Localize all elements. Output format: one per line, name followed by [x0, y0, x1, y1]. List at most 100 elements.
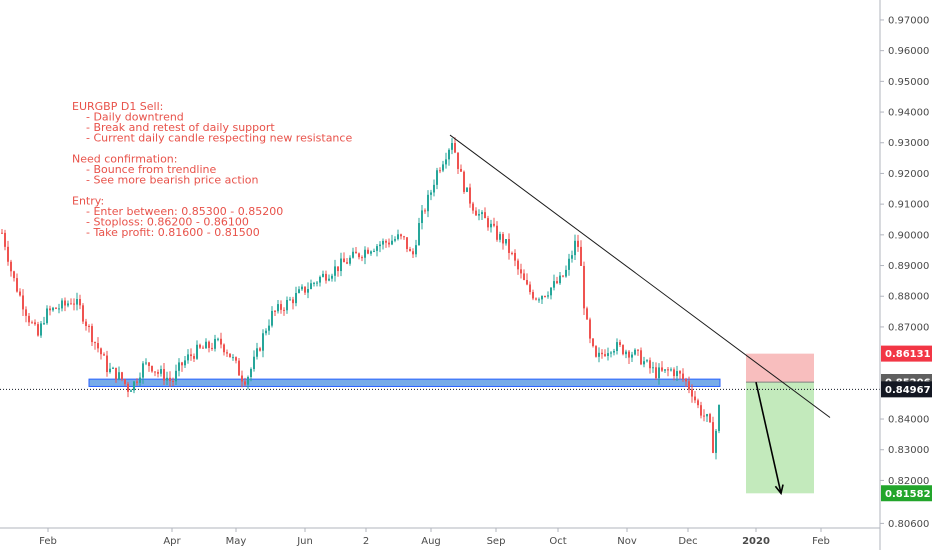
candle-body — [430, 192, 432, 195]
candle-body — [661, 367, 663, 371]
candle-body — [622, 345, 624, 355]
candle-body — [169, 377, 171, 381]
candle-body — [205, 341, 207, 349]
candle-body — [136, 381, 138, 383]
candle-body — [505, 239, 507, 244]
candle-body — [436, 170, 438, 185]
time-tick-label: Sep — [487, 536, 506, 547]
candle-body — [694, 396, 696, 401]
candle-body — [541, 295, 543, 300]
candle-body — [310, 283, 312, 289]
candle-body — [526, 280, 528, 285]
price-badge: 0.86131 — [881, 345, 932, 362]
candle-body — [286, 300, 288, 311]
candle-body — [544, 295, 546, 297]
candle-body — [418, 223, 420, 246]
candle-body — [535, 298, 537, 300]
candle-body — [325, 273, 327, 281]
candle-body — [277, 304, 279, 312]
candle-body — [643, 361, 645, 365]
candle-body — [574, 240, 576, 256]
candle-body — [259, 348, 261, 351]
candle-body — [679, 371, 681, 374]
candle-body — [196, 344, 198, 359]
candle-body — [676, 371, 678, 377]
candle-body — [628, 351, 630, 358]
projection-arrow-head — [774, 484, 784, 496]
candle-body — [133, 381, 135, 391]
candle-body — [646, 360, 648, 362]
time-tick-label: May — [226, 536, 247, 547]
candle-body — [295, 292, 297, 304]
support-zone[interactable] — [88, 378, 721, 387]
candle-body — [664, 369, 666, 371]
candle-body — [298, 289, 300, 293]
candle-body — [715, 430, 717, 453]
candle-body — [565, 269, 567, 277]
candle-body — [682, 373, 684, 380]
candle-body — [109, 368, 111, 373]
candle-body — [199, 344, 201, 348]
candle-body — [511, 252, 513, 254]
time-tick-label: Dec — [678, 536, 697, 547]
candle-body — [712, 422, 714, 453]
downtrend-line[interactable] — [449, 134, 831, 418]
price-tick-label: 0.87000 — [888, 322, 929, 333]
candle-body — [625, 351, 627, 355]
time-axis[interactable]: Feb Apr May Jun 2 Aug Sep Oct Nov Dec 2020 Feb — [0, 527, 880, 547]
candle-body — [667, 369, 669, 371]
candle-body — [598, 352, 600, 357]
candle-body — [115, 367, 117, 380]
candle-body — [355, 251, 357, 254]
candle-body — [343, 258, 345, 263]
candle-body — [376, 246, 378, 251]
candle-body — [517, 260, 519, 270]
candle-body — [385, 240, 387, 243]
candle-body — [4, 232, 6, 247]
price-badge: 0.84967 — [881, 381, 932, 398]
candle-body — [364, 249, 366, 258]
annotation-line: Entry: — [72, 195, 104, 208]
annotation-line: - Take profit: 0.81600 - 0.81500 — [86, 226, 260, 239]
candle-body — [472, 203, 474, 211]
price-axis[interactable]: 0.97000 0.96000 0.95000 0.94000 0.93000 0.920… — [879, 0, 932, 550]
candle-body — [490, 223, 492, 228]
takeprofit-zone[interactable] — [746, 382, 814, 494]
price-tick-label: 0.93000 — [888, 138, 929, 149]
annotation-line: - Daily downtrend — [86, 111, 184, 124]
candle-body — [1, 232, 3, 234]
candle-body — [190, 354, 192, 357]
candle-body — [709, 414, 711, 423]
candle-body — [253, 356, 255, 369]
candle-body — [496, 225, 498, 240]
candle-body — [601, 352, 603, 355]
candle-body — [112, 367, 114, 369]
candle-body — [532, 292, 534, 299]
candle-body — [247, 377, 249, 385]
candle-body — [76, 299, 78, 305]
price-tick-label: 0.96000 — [888, 46, 929, 57]
annotation-line: - See more bearish price action — [86, 174, 258, 187]
candle-body — [256, 348, 258, 357]
candle-body — [160, 369, 162, 374]
candle-body — [67, 303, 69, 306]
candle-body — [673, 369, 675, 377]
candle-body — [13, 271, 15, 279]
price-badge-label: 0.84967 — [885, 385, 931, 396]
candle-body — [139, 377, 141, 383]
candle-body — [16, 278, 18, 292]
candle-body — [547, 295, 549, 297]
time-tick-label: Nov — [617, 536, 637, 547]
annotation-line: - Current daily candle respecting new re… — [86, 132, 352, 145]
candle-body — [85, 321, 87, 326]
candle-body — [652, 367, 654, 369]
candle-body — [145, 362, 147, 364]
stoploss-zone[interactable] — [746, 353, 814, 383]
candle-body — [79, 299, 81, 306]
candle-body — [268, 325, 270, 331]
candle-body — [49, 308, 51, 311]
time-tick-label: Feb — [812, 536, 830, 547]
candle-body — [349, 257, 351, 264]
annotation-line: - Stoploss: 0.86200 - 0.86100 — [86, 216, 249, 229]
